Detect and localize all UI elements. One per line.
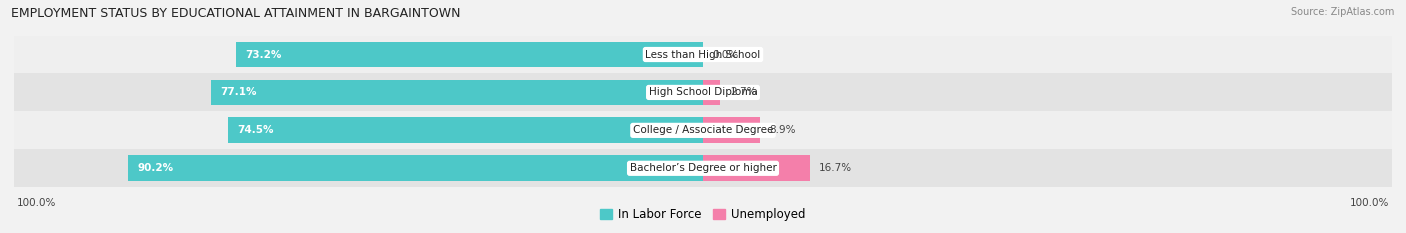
Text: 73.2%: 73.2% xyxy=(246,49,283,59)
Bar xyxy=(14,111,1392,149)
Text: 2.7%: 2.7% xyxy=(730,87,756,97)
Bar xyxy=(703,155,810,181)
Text: High School Diploma: High School Diploma xyxy=(648,87,758,97)
Text: Bachelor’s Degree or higher: Bachelor’s Degree or higher xyxy=(630,163,776,173)
Legend: In Labor Force, Unemployed: In Labor Force, Unemployed xyxy=(600,208,806,221)
Bar xyxy=(228,117,703,143)
Text: 8.9%: 8.9% xyxy=(769,125,796,135)
Text: Source: ZipAtlas.com: Source: ZipAtlas.com xyxy=(1291,7,1395,17)
Bar xyxy=(703,79,720,105)
Bar xyxy=(14,36,1392,73)
Text: College / Associate Degree: College / Associate Degree xyxy=(633,125,773,135)
Text: 77.1%: 77.1% xyxy=(221,87,257,97)
Bar xyxy=(211,79,703,105)
Text: EMPLOYMENT STATUS BY EDUCATIONAL ATTAINMENT IN BARGAINTOWN: EMPLOYMENT STATUS BY EDUCATIONAL ATTAINM… xyxy=(11,7,461,20)
Bar xyxy=(703,117,759,143)
Bar xyxy=(14,149,1392,187)
Text: 74.5%: 74.5% xyxy=(238,125,274,135)
Bar xyxy=(236,42,703,67)
Bar xyxy=(128,155,703,181)
Text: 16.7%: 16.7% xyxy=(820,163,852,173)
Text: 100.0%: 100.0% xyxy=(17,198,56,208)
Text: Less than High School: Less than High School xyxy=(645,49,761,59)
Bar xyxy=(14,73,1392,111)
Text: 90.2%: 90.2% xyxy=(138,163,173,173)
Text: 0.0%: 0.0% xyxy=(713,49,738,59)
Text: 100.0%: 100.0% xyxy=(1350,198,1389,208)
